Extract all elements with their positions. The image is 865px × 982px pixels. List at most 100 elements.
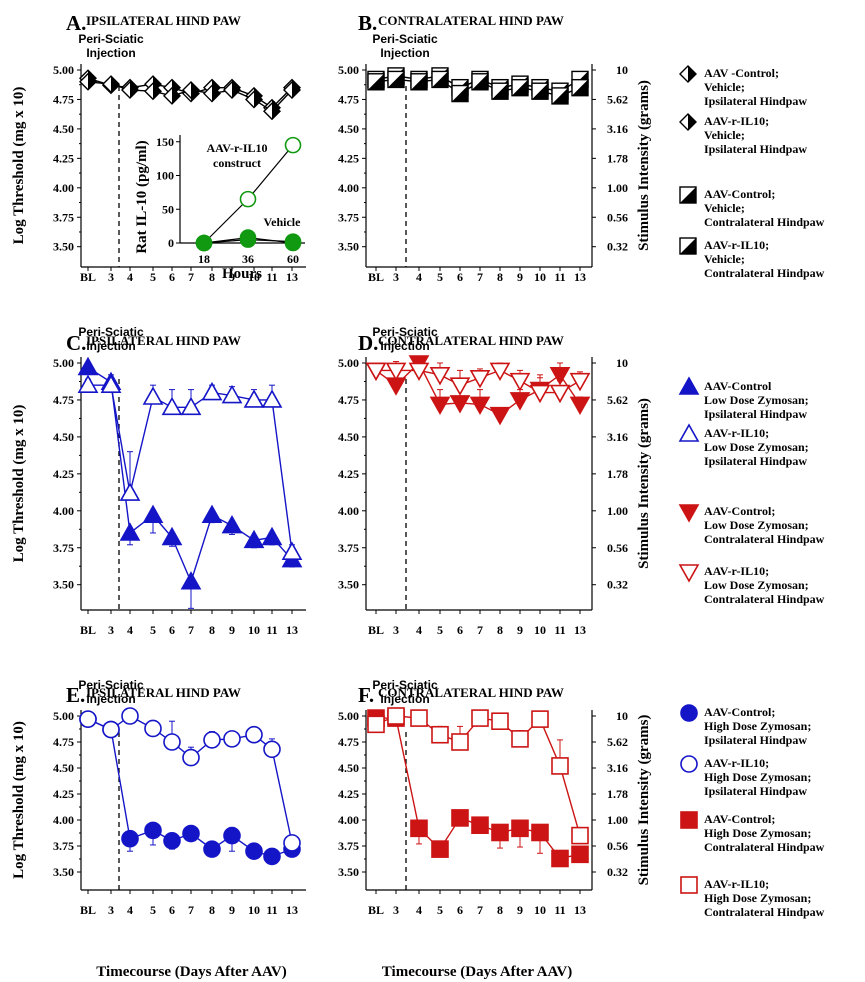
- x-tick-label: 6: [169, 623, 175, 637]
- data-point: [121, 829, 139, 848]
- x-tick-label: 3: [108, 270, 114, 284]
- y-tick-label: 4.50: [53, 122, 74, 136]
- data-point-fill: [552, 87, 568, 104]
- inset-y-tick-label: 150: [156, 135, 174, 149]
- x-tick-label: 11: [554, 270, 565, 284]
- data-point: [79, 710, 97, 728]
- data-point-fill: [368, 73, 384, 90]
- legend-marker: [680, 755, 698, 773]
- legend-label: Ipsilateral Hindpaw: [704, 142, 807, 156]
- legend-label: Ipsilateral Hindpaw: [704, 784, 807, 798]
- data-point: [245, 725, 263, 744]
- injection-label: Injection: [86, 339, 135, 353]
- data-point: [449, 377, 471, 396]
- data-point: [263, 847, 281, 866]
- panel-title: IPSILATERAL HIND PAW: [86, 13, 241, 28]
- x-tick-label: BL: [368, 623, 384, 637]
- data-point: [221, 384, 243, 404]
- data-point: [549, 384, 571, 404]
- data-point: [449, 395, 471, 414]
- panel-letter: A.: [66, 11, 86, 35]
- data-point-fill: [153, 83, 161, 100]
- y-tick-label: 4.50: [53, 761, 74, 775]
- injection-label: Peri-Sciatic: [372, 678, 438, 692]
- legend-label: High Dose Zymosan;: [704, 826, 811, 840]
- x-tick-label: 7: [477, 903, 483, 917]
- x-tick-label: 7: [188, 270, 194, 284]
- y-tick-label: 4.75: [53, 735, 74, 749]
- y-right-tick-label: 0.56: [607, 839, 628, 853]
- legend-label: AAV -Control;: [704, 66, 779, 80]
- x-tick-label: 13: [286, 270, 298, 284]
- x-tick-label: 5: [150, 623, 156, 637]
- y-tick-label: 4.25: [53, 467, 74, 481]
- x-tick-label: 9: [517, 903, 523, 917]
- x-tick-label: BL: [80, 903, 96, 917]
- data-point: [469, 369, 491, 389]
- inset-data-point: [239, 229, 257, 246]
- data-point: [489, 362, 511, 382]
- x-tick-label: 10: [248, 623, 260, 637]
- y-tick-label: 5.00: [53, 356, 74, 370]
- data-point-fill: [388, 71, 404, 88]
- legend-label: AAV-Control;: [704, 504, 775, 518]
- injection-label: Peri-Sciatic: [372, 32, 438, 46]
- panel-letter: D.: [358, 331, 378, 355]
- legend-label: AAV-r-IL10;: [704, 564, 769, 578]
- data-point: [408, 362, 430, 382]
- x-tick-label: 9: [229, 623, 235, 637]
- data-point: [571, 826, 589, 845]
- y-tick-label: 3.75: [338, 541, 359, 555]
- legend-label: Low Dose Zymosan;: [704, 578, 809, 592]
- panel-title: CONTRALATERAL HIND PAW: [378, 13, 564, 28]
- y-tick-label: 4.00: [338, 181, 359, 195]
- legend-label: Vehicle;: [704, 201, 745, 215]
- x-tick-label: BL: [80, 270, 96, 284]
- y-tick-label: 3.75: [53, 541, 74, 555]
- x-tick-label: 8: [497, 270, 503, 284]
- panel-a: A. IPSILATERAL HIND PAW 5.00 4.75 4.50 4.25 4.…: [11, 11, 306, 284]
- series-0: [367, 709, 589, 868]
- legend-label: Low Dose Zymosan;: [704, 518, 809, 532]
- data-point-fill: [88, 73, 96, 90]
- y-right-tick-label: 0.32: [607, 865, 628, 879]
- data-point: [410, 819, 428, 838]
- y-axis-title: Log Threshold (mg x 10): [11, 87, 27, 245]
- y-tick-label: 4.50: [53, 430, 74, 444]
- injection-label: Peri-Sciatic: [372, 325, 438, 339]
- y-tick-label: 4.75: [338, 92, 359, 106]
- y-tick-label: 4.25: [53, 787, 74, 801]
- injection-label: Injection: [380, 339, 429, 353]
- y-tick-label: 4.25: [53, 151, 74, 165]
- x-tick-label: 6: [457, 270, 463, 284]
- y-axis-title: Log Threshold (mg x 10): [11, 405, 27, 563]
- x-tick-label: 4: [127, 623, 133, 637]
- data-point: [509, 392, 531, 411]
- x-tick-label: BL: [368, 270, 384, 284]
- data-point: [161, 526, 183, 546]
- y-right-tick-label: 1.78: [607, 787, 628, 801]
- legend-label: High Dose Zymosan;: [704, 891, 811, 905]
- data-point: [471, 816, 489, 835]
- legend-label: Vehicle;: [704, 80, 745, 94]
- x-tick-label: 8: [209, 270, 215, 284]
- injection-label: Peri-Sciatic: [78, 32, 144, 46]
- y-tick-label: 3.75: [338, 210, 359, 224]
- legend-label: Vehicle;: [704, 252, 745, 266]
- legend-label: Vehicle;: [704, 128, 745, 142]
- x-tick-label: 5: [437, 623, 443, 637]
- injection-label: Peri-Sciatic: [78, 678, 144, 692]
- inset-x-axis-title: Hours: [222, 266, 262, 282]
- x-tick-label: 6: [457, 623, 463, 637]
- legend-ab: AAV -Control;Vehicle;Ipsilateral Hindpaw…: [679, 65, 825, 280]
- legend-marker: [680, 704, 698, 722]
- y-right-tick-label: 5.62: [607, 393, 628, 407]
- legend-label: Contralateral Hindpaw: [704, 592, 825, 606]
- x-tick-label: 3: [108, 903, 114, 917]
- legend-label: AAV-Control;: [704, 187, 775, 201]
- y-right-axis-title: Stimulus Intensity (grams): [636, 398, 652, 569]
- x-tick-label: 3: [393, 270, 399, 284]
- data-point: [511, 730, 529, 748]
- legend-label: AAV-Control;: [704, 812, 775, 826]
